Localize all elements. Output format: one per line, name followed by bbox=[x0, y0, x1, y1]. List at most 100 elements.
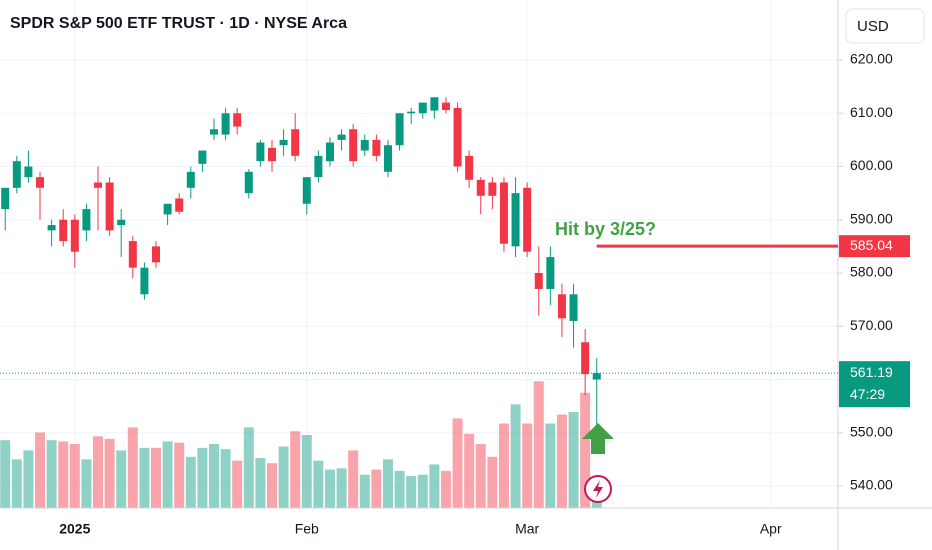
candle-body bbox=[349, 129, 358, 162]
candle-body bbox=[337, 134, 346, 140]
annotation-text: Hit by 3/25? bbox=[555, 219, 656, 239]
candle-body bbox=[534, 273, 543, 289]
candle-body bbox=[314, 155, 323, 178]
volume-bar bbox=[371, 469, 382, 508]
candle-body bbox=[221, 113, 230, 135]
volume-bar bbox=[440, 470, 451, 508]
volume-bar bbox=[197, 447, 208, 508]
candle-body bbox=[233, 113, 242, 127]
volume-bar bbox=[290, 431, 301, 508]
target-label: 585.04 bbox=[850, 237, 893, 253]
candle-body bbox=[291, 129, 300, 156]
volume-bar bbox=[104, 438, 115, 508]
candle-body bbox=[581, 342, 590, 375]
y-tick-label: 600.00 bbox=[850, 157, 893, 173]
candle-body bbox=[128, 241, 137, 268]
candle-body bbox=[488, 182, 497, 196]
volume-bar bbox=[116, 450, 127, 508]
x-tick-label: Feb bbox=[295, 521, 319, 537]
candle-body bbox=[59, 219, 68, 242]
candle-body bbox=[140, 267, 149, 295]
candle-body bbox=[244, 171, 253, 194]
volume-bar bbox=[382, 459, 393, 508]
candle-body bbox=[430, 97, 439, 111]
volume-bar bbox=[522, 423, 533, 508]
candle-body bbox=[360, 139, 369, 151]
x-tick-label: Mar bbox=[515, 521, 539, 537]
candle-body bbox=[523, 187, 532, 252]
volume-bar bbox=[406, 476, 417, 508]
volume-bar bbox=[232, 460, 243, 508]
y-tick-label: 580.00 bbox=[850, 264, 893, 280]
volume-bar bbox=[487, 456, 498, 508]
candle-body bbox=[511, 193, 520, 247]
volume-bar bbox=[417, 474, 428, 508]
candle-body bbox=[94, 182, 103, 188]
volume-bar bbox=[510, 404, 521, 508]
candle-body bbox=[70, 219, 79, 252]
candle-body bbox=[1, 187, 10, 210]
candle-body bbox=[569, 294, 578, 321]
volume-bar bbox=[348, 450, 359, 508]
currency-label[interactable]: USD bbox=[857, 18, 889, 35]
volume-bar bbox=[243, 427, 254, 508]
last-price-badge bbox=[839, 361, 910, 408]
volume-bar bbox=[556, 414, 567, 508]
volume-bar bbox=[93, 436, 104, 508]
candle-body bbox=[418, 102, 427, 114]
volume-bar bbox=[266, 463, 277, 508]
candle-body bbox=[407, 111, 416, 114]
candle-body bbox=[105, 182, 114, 231]
volume-bar bbox=[464, 433, 475, 508]
volume-bar bbox=[58, 441, 69, 508]
volume-bar bbox=[11, 459, 22, 508]
lightning bbox=[593, 480, 603, 498]
candle-body bbox=[209, 129, 218, 135]
candle-body bbox=[12, 161, 21, 188]
candle-body bbox=[163, 203, 172, 215]
candle-body bbox=[499, 182, 508, 244]
candle-body bbox=[152, 246, 161, 263]
candle-body bbox=[117, 219, 126, 226]
volume-bar bbox=[580, 392, 591, 508]
volume-bar bbox=[185, 456, 196, 508]
last-price-label: 561.19 bbox=[850, 364, 893, 380]
volume-bar bbox=[127, 427, 138, 508]
y-tick-label: 620.00 bbox=[850, 51, 893, 67]
candle-body bbox=[198, 150, 207, 164]
volume-bar bbox=[139, 447, 150, 508]
volume-bar bbox=[23, 450, 34, 508]
volume-bar bbox=[174, 442, 185, 508]
candle-body bbox=[82, 209, 91, 231]
volume-bar bbox=[69, 444, 80, 508]
volume-bar bbox=[255, 458, 266, 508]
candle-body bbox=[302, 177, 311, 204]
volume-bar bbox=[359, 474, 370, 508]
target-badge bbox=[839, 235, 910, 258]
volume-bar bbox=[81, 459, 92, 508]
candle-body bbox=[256, 142, 265, 162]
volume-bar bbox=[324, 469, 335, 508]
volume-bar bbox=[35, 432, 46, 508]
volume-bar bbox=[545, 423, 556, 508]
volume-bar bbox=[475, 444, 486, 508]
up-arrow bbox=[582, 423, 614, 454]
candle-body bbox=[186, 171, 195, 188]
volume-bar bbox=[533, 381, 544, 508]
candle-body bbox=[175, 198, 184, 212]
currency-button[interactable] bbox=[845, 8, 925, 44]
volume-bar bbox=[568, 412, 579, 508]
volume-bar bbox=[394, 470, 405, 508]
y-tick-label: 610.00 bbox=[850, 104, 893, 120]
volume-bar bbox=[208, 444, 219, 508]
candle-body bbox=[592, 373, 601, 380]
candle-body bbox=[441, 102, 450, 111]
candle-body bbox=[546, 257, 555, 289]
candle-body bbox=[383, 145, 392, 172]
volume-bar bbox=[220, 449, 231, 508]
candle-body bbox=[24, 166, 33, 178]
chart-title: SPDR S&P 500 ETF TRUST · 1D · NYSE Arca bbox=[10, 15, 347, 32]
y-tick-label: 570.00 bbox=[850, 317, 893, 333]
